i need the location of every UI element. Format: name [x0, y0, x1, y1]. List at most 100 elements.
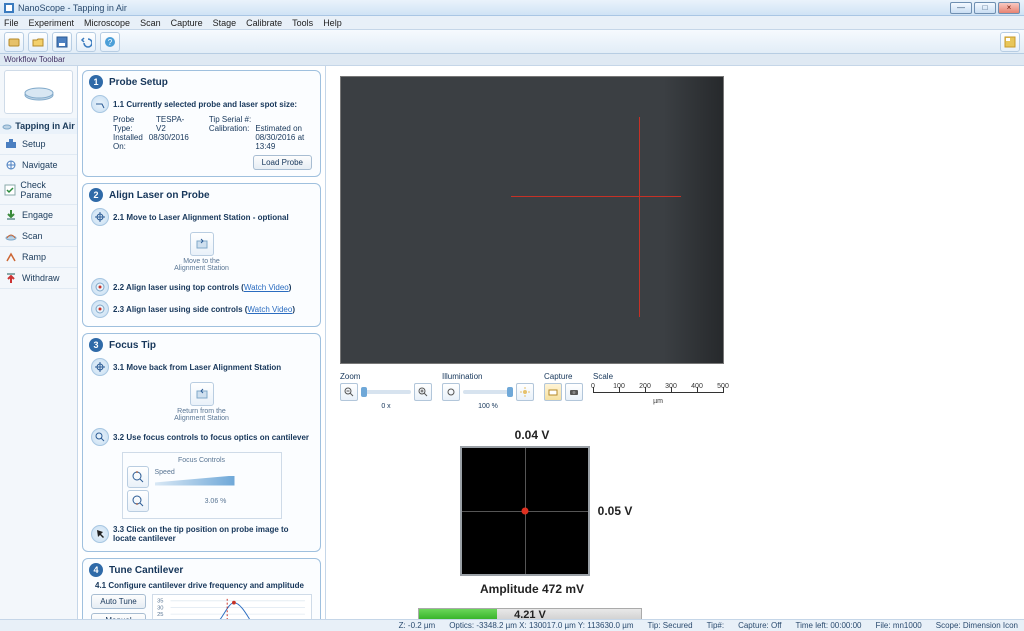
menu-bar: File Experiment Microscope Scan Capture … — [0, 16, 1024, 30]
sidebar-mode-icon[interactable] — [4, 70, 73, 114]
value: 08/30/2016 — [149, 133, 189, 151]
illum-slider[interactable] — [463, 390, 513, 394]
manual-tune-button[interactable]: Manual Tune — [91, 613, 146, 619]
workflow-panel: 1Probe Setup 1.1 Currently selected prob… — [78, 66, 326, 619]
tune-graph: 35 30 25 20 15 10 nm — [152, 594, 312, 619]
capture-camera-button[interactable] — [565, 383, 583, 401]
toolbar-help-button[interactable]: ? — [100, 32, 120, 52]
focus-up-button[interactable] — [127, 466, 149, 488]
window-minimize-button[interactable]: — — [950, 2, 972, 14]
amplitude-value: Amplitude 472 mV — [480, 582, 584, 596]
auto-tune-button[interactable]: Auto Tune — [91, 594, 146, 609]
toolbar-undo-button[interactable] — [76, 32, 96, 52]
quad-vertical-value: 0.04 V — [515, 428, 550, 442]
toolbar-layout-button[interactable] — [1000, 32, 1020, 52]
status-file: File: mn1000 — [875, 621, 921, 630]
return-from-station-button[interactable] — [190, 382, 214, 406]
move-to-station-button[interactable] — [190, 232, 214, 256]
label: Installed On: — [113, 133, 143, 151]
status-tip-num: Tip#: — [707, 621, 725, 630]
withdraw-icon — [5, 272, 17, 284]
zoom-out-button[interactable] — [340, 383, 358, 401]
step-number: 2 — [89, 188, 103, 202]
load-probe-button[interactable]: Load Probe — [253, 155, 312, 170]
menu-stage[interactable]: Stage — [213, 18, 237, 28]
window-title: NanoScope - Tapping in Air — [18, 3, 127, 13]
card-align-laser: 2Align Laser on Probe 2.1 Move to Laser … — [82, 183, 321, 327]
menu-tools[interactable]: Tools — [292, 18, 313, 28]
speed-gradient[interactable] — [155, 476, 235, 486]
menu-experiment[interactable]: Experiment — [29, 18, 75, 28]
status-capture: Capture: Off — [738, 621, 781, 630]
illum-up-button[interactable] — [516, 383, 534, 401]
focus-down-button[interactable] — [127, 490, 149, 512]
menu-capture[interactable]: Capture — [171, 18, 203, 28]
quad-detector-area: 0.04 V 0.05 V Amplitude 472 mV — [340, 428, 724, 596]
laser-dot-icon — [521, 508, 528, 515]
svg-text:30: 30 — [157, 605, 163, 611]
crosshair-vertical — [639, 117, 640, 317]
label: Tip Serial #: — [209, 115, 251, 124]
scale-label: Scale — [593, 372, 723, 381]
sidebar-item-label: Navigate — [22, 160, 58, 170]
sidebar-mode-label: Tapping in Air — [0, 118, 77, 134]
menu-scan[interactable]: Scan — [140, 18, 161, 28]
sidebar: Tapping in Air Setup Navigate Check Para… — [0, 66, 78, 619]
speed-label: Speed — [155, 469, 277, 476]
sidebar-item-engage[interactable]: Engage — [0, 205, 77, 226]
sidebar-item-scan[interactable]: Scan — [0, 226, 77, 247]
capture-label: Capture — [544, 372, 583, 381]
capture-snap-button[interactable] — [544, 383, 562, 401]
sidebar-item-navigate[interactable]: Navigate — [0, 155, 77, 176]
sidebar-item-ramp[interactable]: Ramp — [0, 247, 77, 268]
toolbar-open-button[interactable] — [28, 32, 48, 52]
setup-icon — [5, 138, 17, 150]
step-text: 4.1 Configure cantilever drive frequency… — [95, 581, 312, 590]
camera-view[interactable] — [340, 76, 724, 364]
sidebar-item-check-params[interactable]: Check Parame — [0, 176, 77, 205]
label: Probe Type: — [113, 115, 150, 133]
app-icon — [4, 3, 14, 13]
toolbar-experiment-button[interactable] — [4, 32, 24, 52]
toolbar-save-button[interactable] — [52, 32, 72, 52]
step-text: 1.1 Currently selected probe and laser s… — [113, 100, 297, 109]
speed-value: 3.06 % — [155, 498, 277, 505]
status-optics: Optics: -3348.2 µm X: 130017.0 µm Y: 113… — [449, 621, 633, 630]
card-focus-tip: 3 Focus Tip 3.1 Move back from Laser Alig… — [82, 333, 321, 552]
sidebar-item-label: Setup — [22, 139, 46, 149]
quad-horizontal-value: 0.05 V — [598, 504, 633, 518]
card-title: Probe Setup — [109, 77, 168, 88]
tapping-icon — [2, 121, 12, 131]
value: TESPA-V2 — [156, 115, 189, 133]
status-bar: Z: -0.2 µm Optics: -3348.2 µm X: 130017.… — [0, 619, 1024, 631]
sum-bar: 4.21 V — [418, 608, 642, 619]
zoom-slider[interactable] — [361, 390, 411, 394]
zoom-value: 0 x — [340, 403, 432, 410]
mini-caption: Return from the Alignment Station — [174, 408, 229, 422]
watch-video-link[interactable]: Watch Video — [244, 283, 289, 292]
illum-down-button[interactable] — [442, 383, 460, 401]
workflow-toolbar-label: Workflow Toolbar — [0, 54, 1024, 66]
sidebar-item-setup[interactable]: Setup — [0, 134, 77, 155]
window-titlebar: NanoScope - Tapping in Air — □ × — [0, 0, 1024, 16]
window-close-button[interactable]: × — [998, 2, 1020, 14]
navigate-icon — [5, 159, 17, 171]
menu-help[interactable]: Help — [323, 18, 342, 28]
illumination-label: Illumination — [442, 372, 534, 381]
menu-microscope[interactable]: Microscope — [84, 18, 130, 28]
menu-file[interactable]: File — [4, 18, 19, 28]
card-title: Focus Tip — [109, 340, 156, 351]
menu-calibrate[interactable]: Calibrate — [246, 18, 282, 28]
sidebar-item-label: Check Parame — [20, 180, 73, 200]
svg-text:35: 35 — [157, 599, 163, 605]
step-text: 3.1 Move back from Laser Alignment Stati… — [113, 363, 281, 372]
sidebar-item-label: Engage — [22, 210, 53, 220]
window-maximize-button[interactable]: □ — [974, 2, 996, 14]
watch-video-link[interactable]: Watch Video — [247, 305, 292, 314]
sidebar-item-withdraw[interactable]: Withdraw — [0, 268, 77, 289]
step-number: 3 — [89, 338, 103, 352]
svg-text:25: 25 — [157, 612, 163, 618]
zoom-in-button[interactable] — [414, 383, 432, 401]
sidebar-item-label: Withdraw — [22, 273, 60, 283]
sidebar-item-label: Ramp — [22, 252, 46, 262]
